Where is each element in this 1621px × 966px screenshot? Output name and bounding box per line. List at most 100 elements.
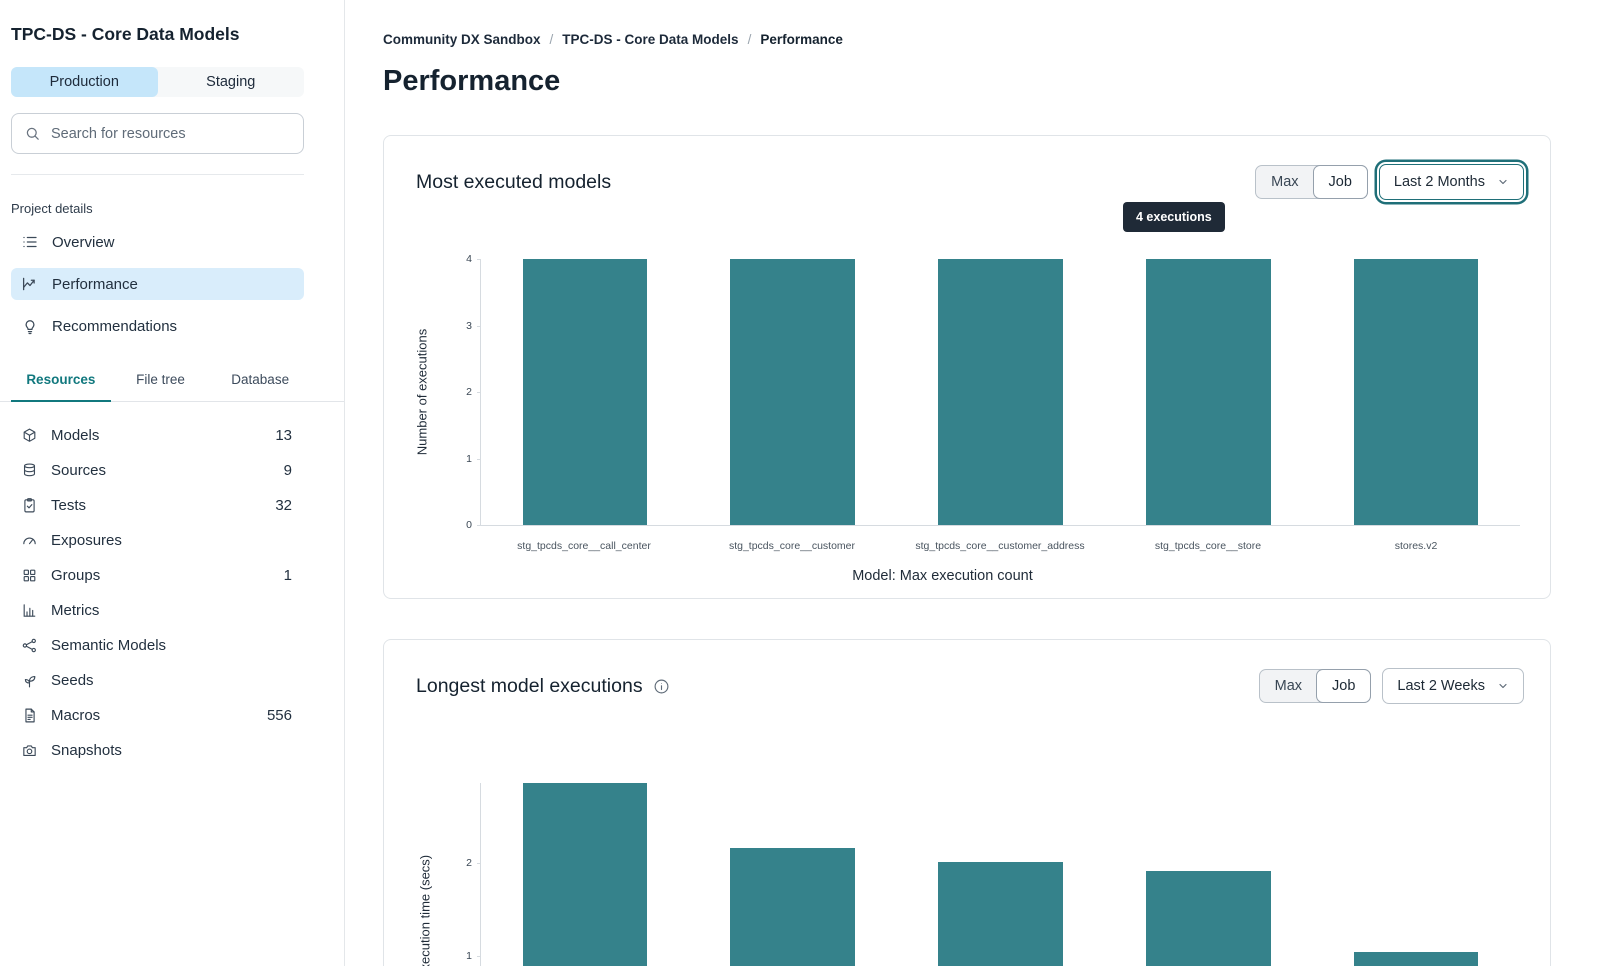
- bar[interactable]: [522, 783, 648, 966]
- chart-controls: Max Job Last 2 Weeks: [1258, 668, 1524, 704]
- sidebar-item-models[interactable]: Models 13: [11, 418, 292, 453]
- sidebar-item-semantic-models[interactable]: Semantic Models: [11, 628, 292, 663]
- env-tab-production[interactable]: Production: [11, 67, 158, 97]
- breadcrumb-link-project[interactable]: TPC-DS - Core Data Models: [562, 32, 739, 47]
- sidebar-item-label: Recommendations: [52, 317, 178, 335]
- gauge-icon: [21, 532, 38, 549]
- date-range-dropdown[interactable]: Last 2 Weeks: [1382, 668, 1524, 704]
- bar[interactable]: [938, 861, 1063, 966]
- job-button[interactable]: Job: [1316, 669, 1372, 703]
- sidebar-item-sources[interactable]: Sources 9: [11, 453, 292, 488]
- sidebar-item-seeds[interactable]: Seeds: [11, 663, 292, 698]
- bar[interactable]: [1145, 871, 1271, 966]
- resource-label: Sources: [51, 462, 107, 479]
- bar[interactable]: [522, 259, 648, 525]
- camera-icon: [21, 742, 38, 759]
- sidebar-item-metrics[interactable]: Metrics: [11, 593, 292, 628]
- sidebar-item-exposures[interactable]: Exposures: [11, 523, 292, 558]
- resource-label: Macros: [51, 707, 101, 724]
- bar[interactable]: [1353, 951, 1479, 966]
- bar[interactable]: [730, 259, 856, 525]
- chevron-down-icon: [1497, 176, 1509, 188]
- resource-label: Tests: [51, 497, 87, 514]
- page-title: Performance: [383, 65, 561, 97]
- sidebar-item-performance[interactable]: Performance: [11, 268, 304, 300]
- bar-chart-icon: [21, 602, 38, 619]
- clipboard-check-icon: [21, 497, 38, 514]
- bar[interactable]: [1353, 259, 1479, 525]
- sidebar-item-tests[interactable]: Tests 32: [11, 488, 292, 523]
- resource-label: Exposures: [51, 532, 122, 549]
- breadcrumb: Community DX Sandbox / TPC-DS - Core Dat…: [383, 32, 1551, 47]
- resource-label: Groups: [51, 567, 101, 584]
- y-axis-title: Number of executions: [414, 328, 430, 456]
- info-icon[interactable]: [653, 678, 670, 695]
- sidebar-item-macros[interactable]: Macros 556: [11, 698, 292, 733]
- chevron-down-icon: [1497, 680, 1509, 692]
- sidebar-item-label: Overview: [52, 233, 115, 251]
- sidebar-item-recommendations[interactable]: Recommendations: [11, 310, 304, 342]
- sidebar-item-overview[interactable]: Overview: [11, 226, 304, 258]
- tab-database[interactable]: Database: [231, 372, 290, 387]
- cube-icon: [21, 427, 38, 444]
- longest-model-executions-card: Longest model executions Max Job Last 2 …: [383, 639, 1551, 966]
- date-range-dropdown[interactable]: Last 2 Months: [1378, 164, 1524, 200]
- sidebar-item-groups[interactable]: Groups 1: [11, 558, 292, 593]
- resource-label: Snapshots: [51, 742, 122, 759]
- x-tick-label: stg_tpcds_core__call_center: [517, 540, 651, 552]
- tab-resources[interactable]: Resources: [11, 372, 111, 402]
- x-tick-label: stg_tpcds_core__store: [1154, 540, 1262, 552]
- x-axis-title: Model: Max execution count: [852, 568, 1033, 584]
- main-content: Community DX Sandbox / TPC-DS - Core Dat…: [345, 0, 1621, 966]
- chart-tooltip: 4 executions: [1123, 202, 1225, 232]
- max-job-toggle: Max Job: [1258, 669, 1372, 703]
- y-tick-label: 2: [466, 386, 472, 398]
- env-tab-staging[interactable]: Staging: [206, 74, 256, 90]
- y-tick-mark: [477, 325, 481, 327]
- x-tick-label: stores.v2: [1394, 540, 1438, 552]
- y-tick-label: 0: [466, 519, 472, 531]
- resource-tabs: Resources File tree Database: [0, 372, 344, 402]
- max-button[interactable]: Max: [1274, 678, 1303, 694]
- y-tick-mark: [477, 956, 481, 958]
- resource-list: Models 13 Sources 9 Tests 32 Exposures: [11, 418, 292, 768]
- job-button[interactable]: Job: [1312, 165, 1368, 199]
- database-icon: [21, 462, 38, 479]
- sidebar-item-snapshots[interactable]: Snapshots: [11, 733, 292, 768]
- sidebar-item-label: Performance: [52, 275, 138, 293]
- card-title: Longest model executions: [416, 674, 643, 697]
- breadcrumb-link-account[interactable]: Community DX Sandbox: [383, 32, 541, 47]
- breadcrumb-current: Performance: [760, 32, 843, 47]
- resource-search[interactable]: [11, 113, 304, 154]
- file-text-icon: [21, 707, 38, 724]
- y-tick-mark: [477, 525, 481, 526]
- y-tick-label: 4: [466, 253, 472, 265]
- breadcrumb-separator: /: [747, 32, 752, 47]
- resource-label: Metrics: [51, 602, 100, 619]
- search-icon: [24, 125, 41, 142]
- max-job-toggle: Max Job: [1255, 165, 1368, 199]
- breadcrumb-separator: /: [549, 32, 554, 47]
- grid-icon: [21, 567, 38, 584]
- resource-count: 9: [283, 462, 292, 479]
- y-tick-mark: [477, 392, 481, 393]
- resource-count: 556: [266, 707, 292, 724]
- search-input[interactable]: [51, 125, 291, 142]
- bar[interactable]: [1145, 259, 1271, 525]
- max-button[interactable]: Max: [1271, 174, 1299, 190]
- bar[interactable]: [938, 259, 1063, 525]
- resource-label: Semantic Models: [51, 637, 167, 654]
- tab-file-tree[interactable]: File tree: [136, 372, 185, 387]
- y-tick-mark: [477, 458, 481, 460]
- x-axis-labels: stg_tpcds_core__call_center stg_tpcds_cor…: [480, 540, 1520, 552]
- resource-count: 32: [275, 497, 292, 514]
- y-tick-mark: [477, 862, 481, 864]
- y-tick-label: 1: [466, 452, 472, 465]
- date-range-value: Last 2 Weeks: [1397, 678, 1485, 694]
- resource-count: 1: [283, 567, 292, 584]
- date-range-value: Last 2 Months: [1393, 174, 1485, 190]
- line-chart-icon: [21, 275, 39, 293]
- x-tick-label: stg_tpcds_core__customer: [728, 540, 856, 552]
- bar[interactable]: [730, 847, 856, 966]
- y-axis-title: Execution time (secs): [417, 854, 433, 966]
